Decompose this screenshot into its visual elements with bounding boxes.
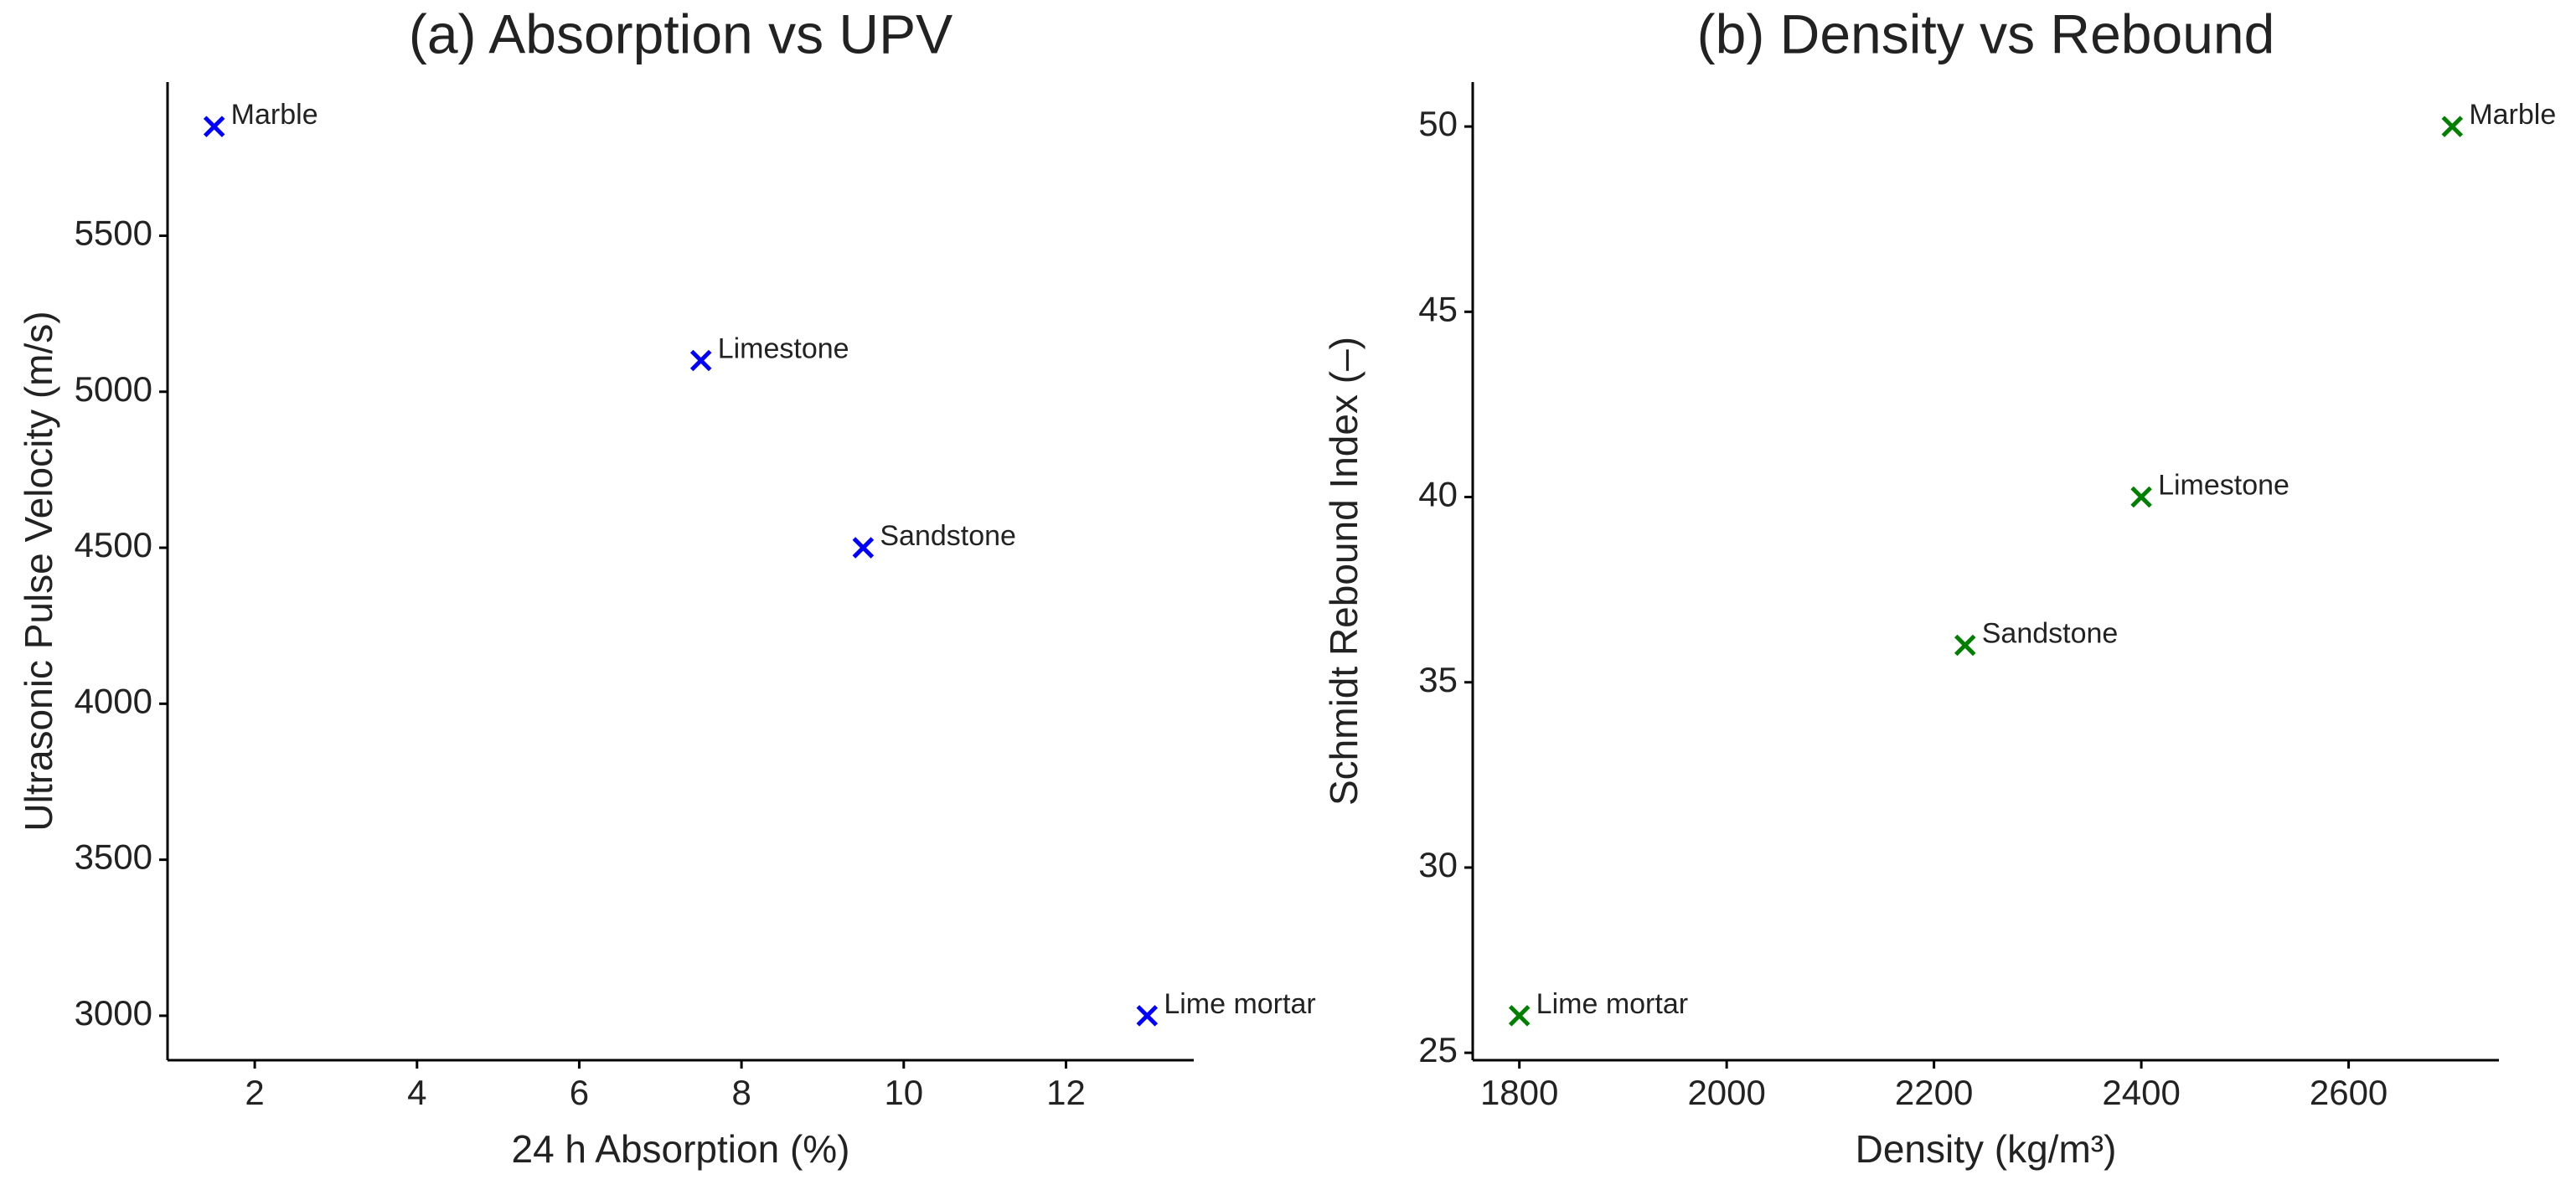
x-tick-label: 1800 (1480, 1073, 1558, 1112)
y-tick-label: 5000 (75, 369, 152, 409)
y-tick-label: 35 (1418, 660, 1458, 699)
point-label: Limestone (2158, 469, 2289, 501)
chart-title: (a) Absorption vs UPV (409, 3, 952, 64)
point-label: Lime mortar (1536, 988, 1688, 1020)
marker (1136, 1005, 1159, 1027)
x-tick-label: 2600 (2310, 1073, 2388, 1112)
x-tick-label: 2000 (1687, 1073, 1765, 1112)
x-axis-label: Density (kg/m³) (1856, 1127, 2117, 1171)
x-tick-label: 10 (884, 1073, 923, 1112)
point-label: Marble (2469, 99, 2556, 131)
point-label: Sandstone (880, 520, 1016, 552)
y-tick-label: 4500 (75, 525, 152, 564)
y-tick-label: 4000 (75, 681, 152, 720)
x-tick-label: 2400 (2102, 1073, 2180, 1112)
marker (2130, 486, 2152, 508)
y-tick-label: 50 (1418, 104, 1458, 143)
marker (852, 537, 875, 559)
point-label: Limestone (718, 333, 849, 365)
y-tick-label: 5500 (75, 214, 152, 253)
x-tick-label: 4 (407, 1073, 426, 1112)
y-tick-label: 3500 (75, 837, 152, 877)
marker (2441, 116, 2464, 137)
marker (203, 116, 225, 137)
y-axis-label: Ultrasonic Pulse Velocity (m/s) (17, 311, 60, 831)
x-tick-label: 12 (1046, 1073, 1086, 1112)
point-label: Lime mortar (1164, 988, 1315, 1020)
marker (1508, 1005, 1531, 1027)
x-tick-label: 2200 (1895, 1073, 1973, 1112)
marker (1954, 634, 1976, 657)
x-axis-label: 24 h Absorption (%) (511, 1127, 849, 1171)
y-tick-label: 25 (1418, 1030, 1458, 1069)
x-tick-label: 6 (570, 1073, 589, 1112)
y-tick-label: 30 (1418, 845, 1458, 884)
y-tick-label: 45 (1418, 289, 1458, 328)
point-label: Sandstone (1982, 617, 2119, 649)
marker (689, 349, 712, 372)
y-tick-label: 40 (1418, 475, 1458, 514)
y-tick-label: 3000 (75, 993, 152, 1033)
y-axis-label: Schmidt Rebound Index (–) (1322, 337, 1365, 806)
chart-title: (b) Density vs Rebound (1697, 3, 2275, 64)
x-tick-label: 8 (731, 1073, 751, 1112)
x-tick-label: 2 (245, 1073, 264, 1112)
point-label: Marble (231, 99, 318, 131)
